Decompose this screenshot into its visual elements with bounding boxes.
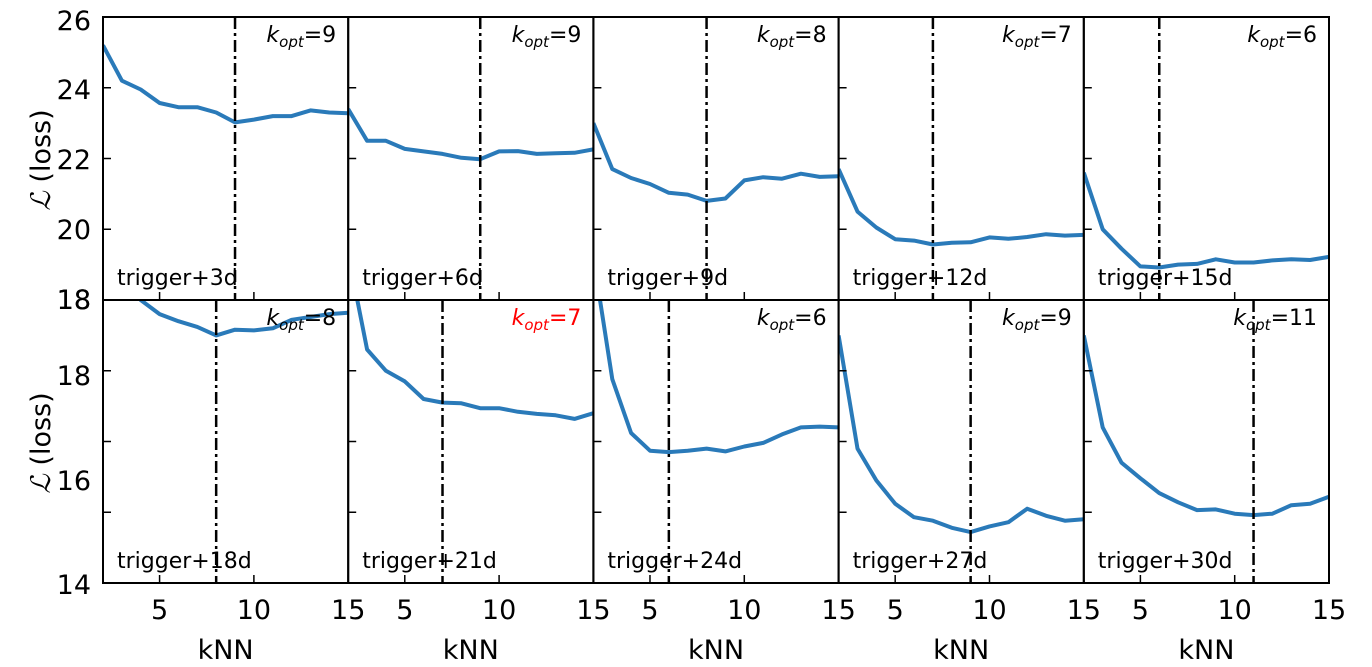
xtick-label: 5 (396, 595, 413, 626)
panel-trigger+27d: trigger+27d kopt=9 5 10 15 kNN (837, 299, 1101, 666)
panel-trigger+24d: trigger+24d kopt=6 5 10 15 kNN (592, 299, 856, 666)
panel-label: trigger+9d (607, 266, 728, 291)
x-axis-label: kNN (443, 635, 499, 666)
top-row-ylabel: ℒ (loss) (26, 109, 57, 210)
top-row-ytick-label: 24 (57, 75, 91, 106)
panel-frame (102, 299, 350, 584)
panel-trigger+18d: trigger+18d kopt=8 5 10 15 kNN (102, 299, 365, 666)
panel-trigger+12d: trigger+12d kopt=7 (837, 16, 1085, 301)
kopt-annotation: kopt=9 (266, 23, 336, 51)
loss-curve (1083, 334, 1330, 518)
kopt-annotation: kopt=8 (757, 23, 827, 51)
bottom-row-ytick-label: 14 (57, 570, 91, 601)
loss-curve (138, 300, 349, 338)
kopt-annotation: kopt=6 (1247, 23, 1317, 51)
xtick-label: 5 (151, 595, 168, 626)
xtick-label: 5 (641, 595, 658, 626)
panel-trigger+6d: trigger+6d kopt=9 (347, 16, 595, 301)
xtick-label: 10 (482, 595, 516, 626)
kopt-annotation: kopt=11 (1233, 306, 1317, 334)
panel-label: trigger+21d (362, 549, 497, 574)
panel-frame (1082, 299, 1331, 584)
xtick-label: 10 (1218, 595, 1252, 626)
loss-curve (593, 122, 839, 203)
panel-frame (592, 16, 840, 301)
top-row-ytick-label: 26 (57, 6, 91, 37)
x-axis-label: kNN (688, 635, 744, 666)
panel-label: trigger+24d (607, 549, 742, 574)
panel-trigger+9d: trigger+9d kopt=8 (592, 16, 840, 301)
panel-trigger+3d: trigger+3d kopt=9 (102, 16, 350, 301)
panel-frame (837, 299, 1085, 584)
panel-label: trigger+15d (1098, 266, 1233, 291)
panel-label: trigger+27d (853, 549, 988, 574)
panel-label: trigger+6d (362, 266, 483, 291)
loss-curve (103, 44, 349, 125)
panel-trigger+15d: trigger+15d kopt=6 (1082, 16, 1331, 301)
xtick-label: 5 (887, 595, 904, 626)
bottom-row-ytick-label: 18 (57, 285, 91, 316)
panels: trigger+3dkopt=9trigger+6dkopt=9trigger+… (102, 16, 1346, 666)
panel-trigger+30d: trigger+30d kopt=11 5 10 15 kNN (1082, 299, 1346, 666)
panel-label: trigger+12d (853, 266, 988, 291)
loss-curve (1083, 171, 1330, 270)
loss-curve (355, 300, 594, 421)
xtick-label: 10 (972, 595, 1006, 626)
top-row-ytick-label: 22 (57, 145, 91, 176)
loss-curve (348, 107, 594, 162)
y-axis: 26 24 22 20 18 18 18 16 14 ℒ (loss) ℒ (l… (26, 6, 91, 601)
panel-label: trigger+3d (117, 266, 238, 291)
kopt-annotation: kopt=8 (266, 306, 336, 334)
top-row-ytick-label: 18 (57, 285, 91, 316)
x-axis-label: kNN (933, 635, 989, 666)
xtick-label: 15 (576, 595, 610, 626)
kopt-annotation: kopt=9 (1002, 306, 1072, 334)
panel-frame (837, 16, 1085, 301)
kopt-annotation: kopt=7 (512, 306, 582, 334)
kopt-annotation: kopt=9 (512, 23, 582, 51)
panel-frame (592, 299, 840, 584)
bottom-row-ytick-label: 18 (57, 361, 91, 392)
loss-curve (597, 300, 839, 455)
xtick-label: 10 (727, 595, 761, 626)
xtick-label: 5 (1132, 595, 1149, 626)
panel-label: trigger+30d (1098, 549, 1233, 574)
kopt-annotation: kopt=7 (1002, 23, 1072, 51)
bottom-row-ytick-label: 16 (57, 466, 91, 497)
panel-frame (102, 16, 350, 301)
xtick-label: 15 (821, 595, 855, 626)
x-axis-label: kNN (1178, 635, 1234, 666)
xtick-label: 15 (1312, 595, 1346, 626)
loss-curve (838, 168, 1084, 247)
panel-label: trigger+18d (117, 549, 252, 574)
xtick-label: 10 (237, 595, 271, 626)
panel-frame (347, 299, 595, 584)
bottom-row-ylabel: ℒ (loss) (26, 392, 57, 493)
top-row-ytick-label: 20 (57, 215, 91, 246)
xtick-label: 15 (331, 595, 365, 626)
panel-trigger+21d: trigger+21d kopt=7 5 10 15 kNN (347, 299, 611, 666)
loss-curve (838, 335, 1084, 535)
kopt-annotation: kopt=6 (757, 306, 827, 334)
xtick-label: 15 (1067, 595, 1101, 626)
x-axis-label: kNN (198, 635, 254, 666)
